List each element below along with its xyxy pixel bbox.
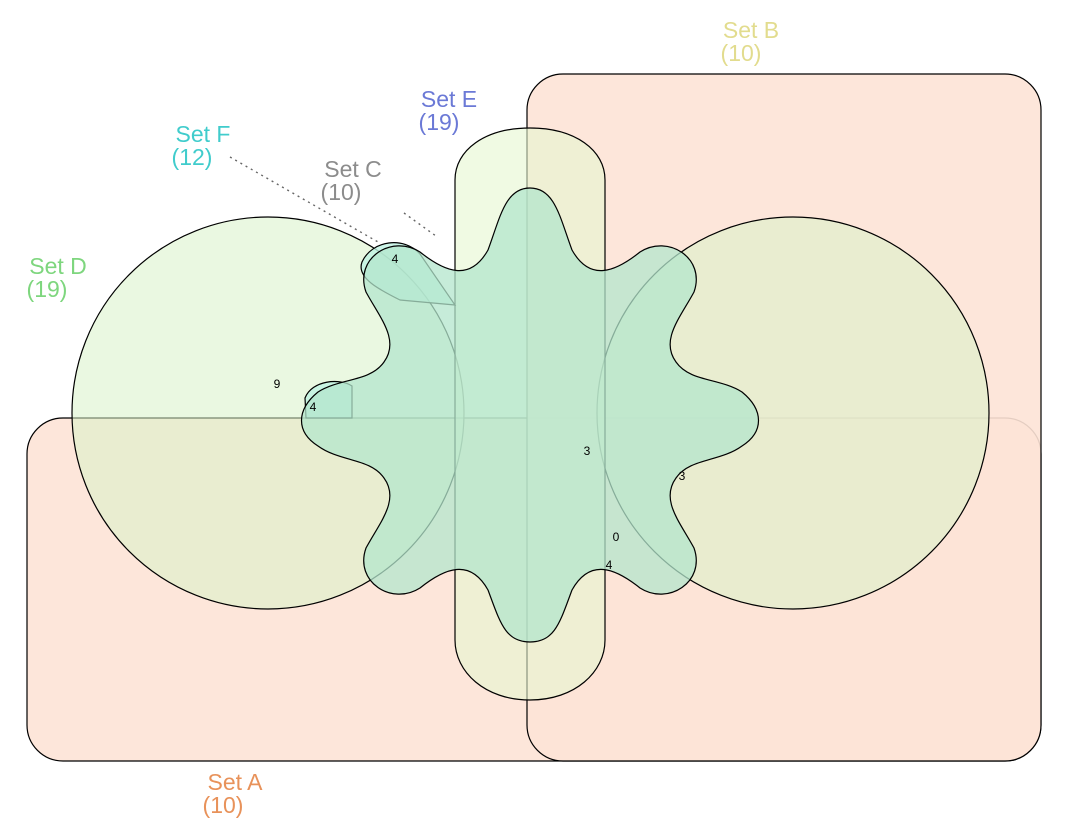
svg-text:Set E: Set E (421, 86, 477, 112)
svg-text:Set C: Set C (324, 156, 382, 182)
set-f-label: Set F (12) (172, 121, 231, 170)
set-b-label: Set B (10) (721, 17, 780, 66)
svg-text:(19): (19) (27, 276, 68, 302)
region-count-center: 3 (584, 444, 591, 458)
region-count-f-left: 4 (310, 400, 317, 414)
svg-text:Set F: Set F (176, 121, 231, 147)
region-count-f-top: 4 (392, 252, 399, 266)
set-c-shape (301, 187, 759, 643)
svg-text:(19): (19) (419, 109, 460, 135)
svg-text:Set A: Set A (208, 769, 264, 795)
set-d-label: Set D (19) (27, 253, 87, 302)
svg-text:(10): (10) (203, 792, 244, 818)
svg-text:(12): (12) (172, 144, 213, 170)
set-c-label: Set C (10) (321, 156, 382, 205)
set-f-leader-line (229, 156, 379, 243)
region-count-d-only: 9 (274, 377, 281, 391)
svg-text:Set B: Set B (723, 17, 779, 43)
set-a-label: Set A (10) (203, 769, 264, 818)
svg-text:Set D: Set D (29, 253, 87, 279)
set-c-leader-line (403, 212, 437, 237)
region-count-lower-right-b: 4 (606, 558, 613, 572)
region-count-lower-right-a: 0 (613, 530, 620, 544)
set-e-label: Set E (19) (419, 86, 478, 135)
set-d-shape (71, 216, 990, 610)
svg-text:(10): (10) (321, 179, 362, 205)
region-count-right: 3 (679, 469, 686, 483)
svg-text:(10): (10) (721, 40, 762, 66)
